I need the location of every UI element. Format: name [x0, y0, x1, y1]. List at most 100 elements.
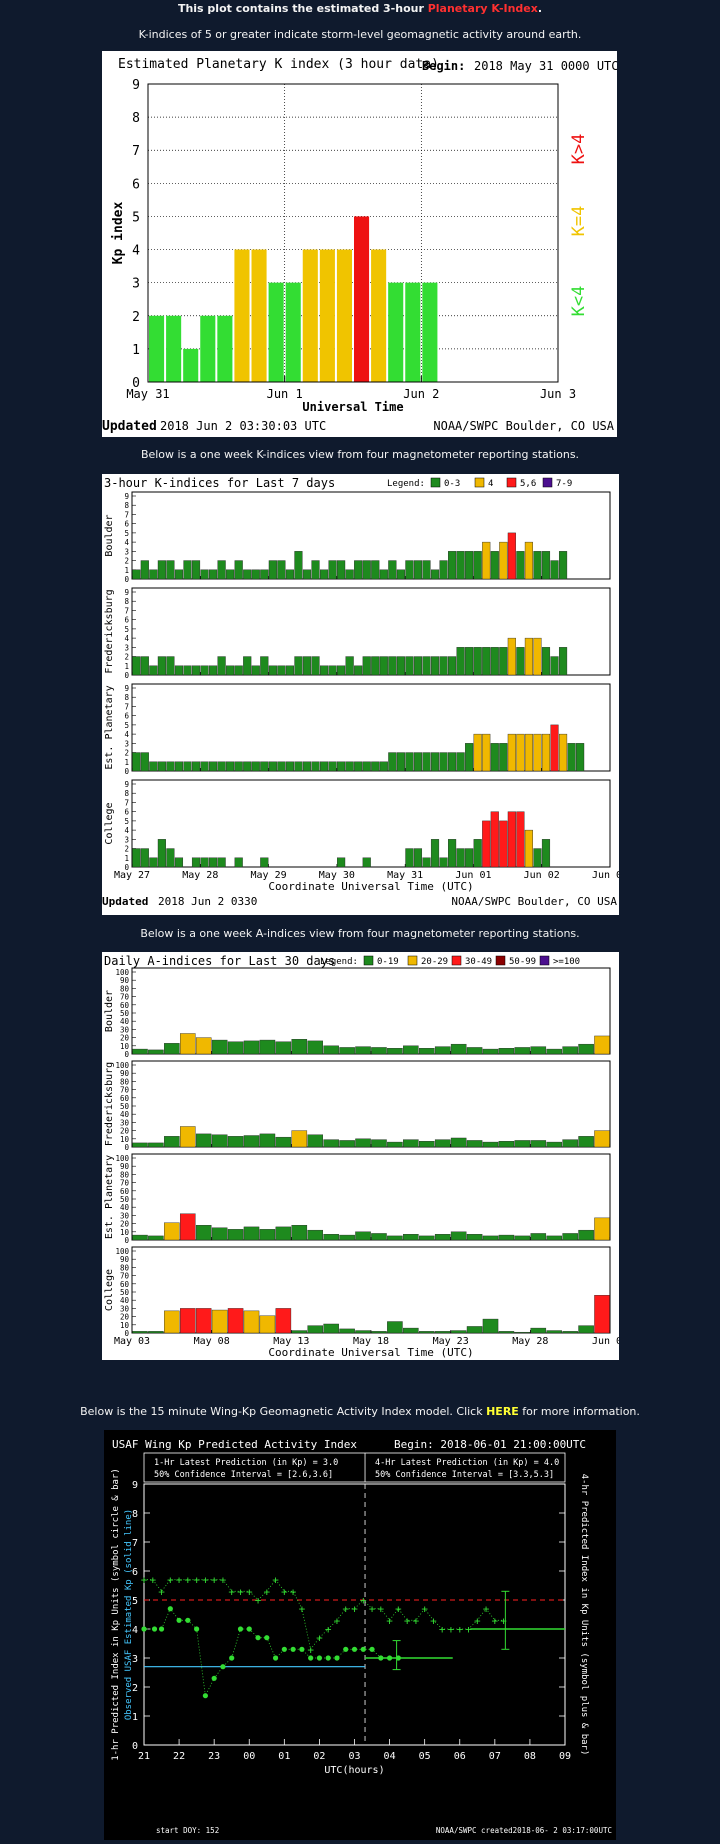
y-tick-label: 90 [120, 1069, 130, 1078]
y-tick-label: 30 [120, 1304, 130, 1313]
k-week-chart: 3-hour K-indices for Last 7 days Legend: 0… [102, 476, 628, 908]
four-hr-plus-marker: + [430, 1614, 437, 1627]
index-bar [430, 656, 440, 676]
y-tick-label: 3 [124, 643, 129, 652]
footer-updated-value: 2018 Jun 2 03:30:03 UTC [160, 419, 326, 433]
index-bar [594, 1295, 610, 1334]
one-hr-circle-marker [299, 1646, 305, 1652]
index-bar [179, 1213, 196, 1241]
index-bar [302, 761, 312, 772]
index-bar [166, 761, 175, 772]
x-tick-label: 01 [278, 1751, 290, 1762]
index-bar [157, 761, 166, 772]
index-bar [275, 1041, 292, 1055]
index-bar [148, 1049, 164, 1055]
index-bar [594, 1130, 610, 1148]
four-hr-plus-marker: + [246, 1585, 253, 1598]
index-bar [132, 1234, 148, 1241]
index-bar [323, 1234, 339, 1241]
kp-bar [166, 315, 182, 382]
y-tick-label: 60 [120, 1280, 130, 1289]
wing-text-end: for more information. [518, 1405, 640, 1418]
footer-updated-label: Updated [102, 419, 157, 434]
index-bar [546, 1235, 562, 1241]
y-tick-label: 60 [120, 1187, 130, 1196]
index-bar [388, 752, 397, 772]
y-tick-label: 50 [120, 1195, 130, 1204]
index-bar [132, 848, 141, 868]
box-left-line1: 1-Hr Latest Prediction (in Kp) = 3.0 [154, 1458, 338, 1468]
y-tick-label: 7 [124, 702, 129, 711]
legend-item: 7-9 [556, 479, 572, 489]
index-bar [594, 1035, 610, 1055]
storm-note: K-indices of 5 or greater indicate storm… [138, 28, 582, 41]
footer-created: NOAA/SWPC created2018-06- 2 03:17:00UTC [436, 1826, 612, 1835]
legend-swatch [474, 477, 485, 488]
index-bar [362, 857, 371, 868]
x-tick-label: Jun 1 [267, 387, 303, 401]
planetary-k-index-link[interactable]: Planetary K-Index [427, 2, 538, 15]
one-hr-circle-marker [237, 1626, 244, 1632]
index-bar [413, 848, 423, 868]
index-bar [307, 1040, 324, 1055]
index-bar [405, 752, 414, 772]
four-hr-plus-marker: + [360, 1594, 367, 1607]
y-tick-label: 5 [124, 529, 129, 538]
index-bar [546, 1330, 562, 1334]
index-bar [558, 733, 568, 772]
index-bar [448, 656, 457, 676]
y-tick-label: 3 [132, 277, 140, 292]
index-bar [149, 857, 158, 868]
index-bar [311, 656, 320, 676]
y-tick-label: 80 [120, 1170, 130, 1179]
legend-item: K<4 [569, 286, 589, 317]
index-bar [337, 857, 346, 868]
index-bar [490, 647, 499, 676]
index-bar [174, 665, 184, 676]
index-bar [530, 1327, 547, 1334]
index-bar [268, 665, 277, 676]
y-tick-label: 1 [132, 1712, 138, 1723]
station-label: Fredericksburg [104, 589, 115, 673]
index-bar [132, 656, 141, 676]
legend-swatch [407, 955, 418, 966]
y-tick-label: 1 [124, 854, 129, 863]
legend-item: 0-19 [377, 957, 399, 967]
index-bar [234, 857, 243, 868]
index-bar [183, 560, 192, 580]
index-bar [362, 656, 371, 676]
here-link[interactable]: HERE [486, 1405, 519, 1418]
index-bar [430, 569, 440, 580]
index-bar [524, 541, 533, 580]
index-bar [323, 1323, 339, 1334]
index-bar [291, 1225, 308, 1241]
four-hr-plus-marker: + [149, 1574, 156, 1587]
footer-source: NOAA/SWPC Boulder, CO USA [451, 895, 617, 908]
footer-updated-label: Updated [102, 895, 148, 908]
kp-bar [336, 249, 352, 382]
four-hr-plus-marker: + [228, 1585, 235, 1598]
x-tick-label: May 29 [251, 870, 287, 881]
index-bar [195, 1225, 212, 1241]
y-tick-label: 30 [120, 1118, 130, 1127]
index-bar [191, 665, 201, 676]
k-week-caption: Below is a one week K-indices view from … [140, 448, 580, 461]
y-tick-label: 60 [120, 1001, 130, 1010]
index-bar [179, 1126, 196, 1148]
index-bar [268, 560, 277, 580]
index-bar [482, 1141, 499, 1148]
one-hr-circle-marker [360, 1646, 366, 1652]
footer-source: NOAA/SWPC Boulder, CO USA [433, 419, 614, 433]
legend-item: 30-49 [465, 957, 492, 967]
kp-chart-panel: Estimated Planetary K index (3 hour data… [102, 51, 619, 437]
x-tick-label: May 31 [387, 870, 423, 881]
one-hr-circle-marker [325, 1655, 331, 1661]
index-bar [530, 1233, 547, 1241]
index-bar [200, 857, 209, 868]
index-bar [514, 1235, 531, 1241]
index-bar [211, 1134, 228, 1148]
one-hr-circle-marker [351, 1646, 358, 1652]
one-hr-circle-marker [141, 1626, 147, 1632]
index-bar [291, 1330, 308, 1334]
index-bar [227, 1041, 244, 1055]
